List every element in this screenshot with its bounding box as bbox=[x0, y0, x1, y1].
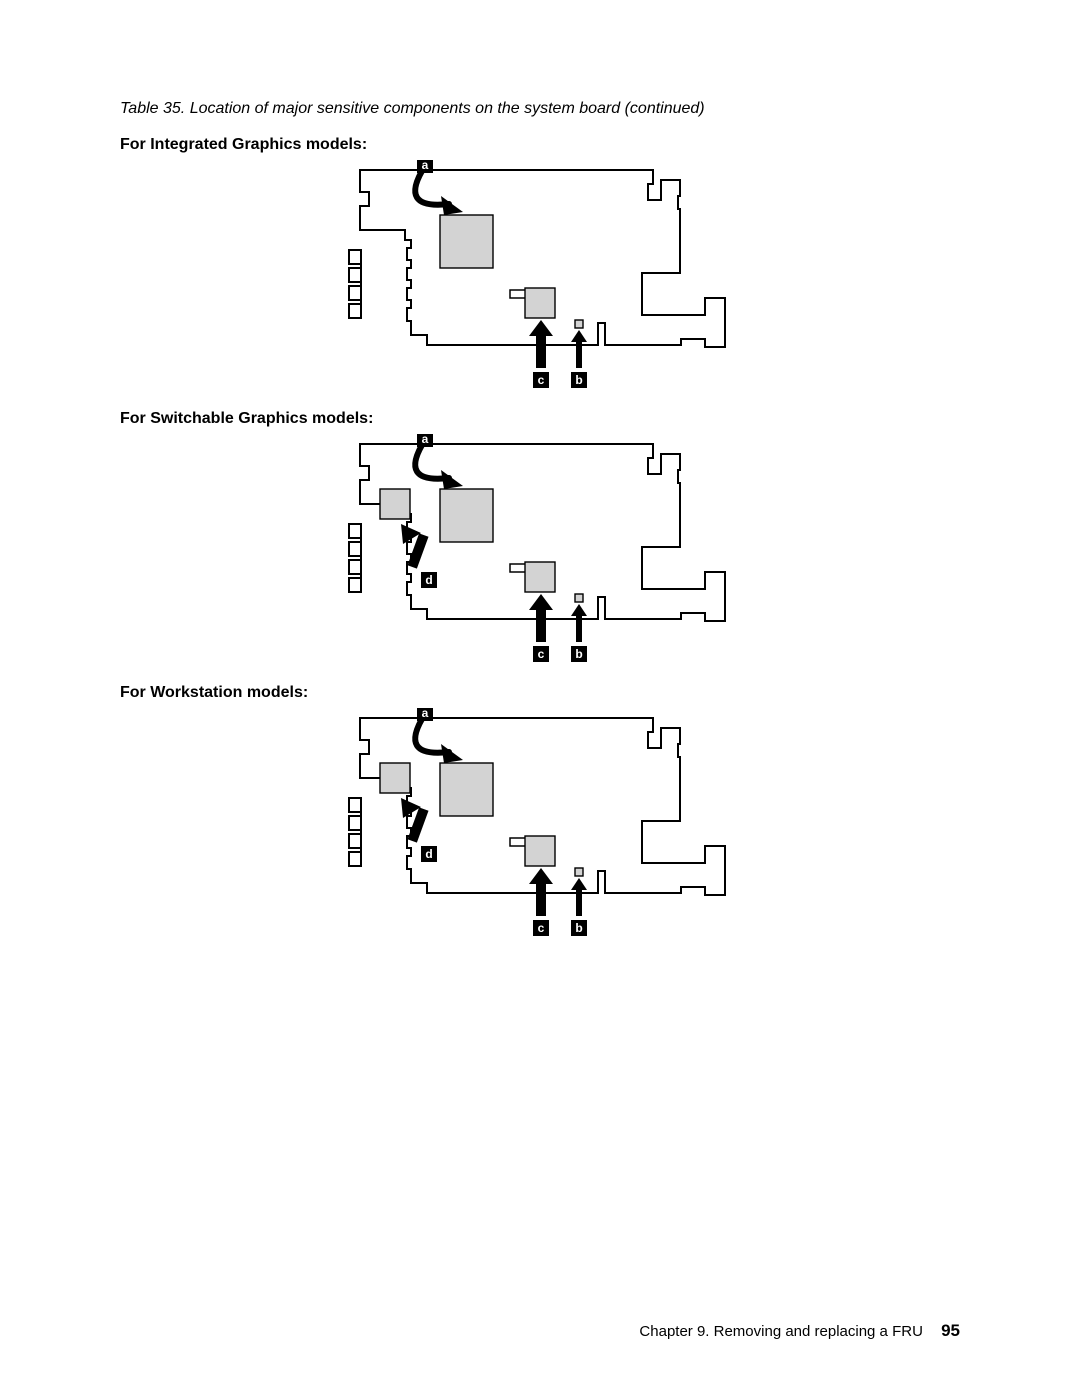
diagram-workstation: a d c b bbox=[345, 708, 735, 940]
callout-d: d bbox=[401, 798, 437, 862]
chip-a bbox=[440, 215, 493, 268]
chip-c bbox=[525, 562, 555, 592]
callout-a: a bbox=[415, 160, 463, 215]
callout-b: b bbox=[571, 604, 587, 662]
heading-switchable: For Switchable Graphics models: bbox=[120, 410, 960, 428]
page-footer: Chapter 9. Removing and replacing a FRU … bbox=[0, 1321, 960, 1341]
callout-c: c bbox=[529, 868, 553, 936]
svg-text:a: a bbox=[422, 160, 429, 172]
chip-d bbox=[380, 489, 410, 519]
callout-a: a bbox=[415, 708, 463, 763]
svg-text:b: b bbox=[575, 373, 582, 387]
callout-b: b bbox=[571, 878, 587, 936]
callout-b: b bbox=[571, 330, 587, 388]
heading-workstation: For Workstation models: bbox=[120, 684, 960, 702]
footer-chapter: Chapter 9. Removing and replacing a FRU bbox=[639, 1323, 922, 1340]
heading-integrated: For Integrated Graphics models: bbox=[120, 136, 960, 154]
chip-b bbox=[575, 868, 583, 876]
footer-page-number: 95 bbox=[941, 1321, 960, 1340]
svg-text:c: c bbox=[538, 647, 545, 661]
board-outline bbox=[349, 170, 725, 347]
diagram-switchable: a d c b bbox=[345, 434, 735, 666]
chip-c bbox=[525, 288, 555, 318]
svg-text:a: a bbox=[422, 434, 429, 446]
chip-a bbox=[440, 489, 493, 542]
chip-a bbox=[440, 763, 493, 816]
svg-text:d: d bbox=[425, 847, 432, 861]
svg-text:b: b bbox=[575, 647, 582, 661]
svg-text:d: d bbox=[425, 573, 432, 587]
callout-c: c bbox=[529, 320, 553, 388]
svg-text:a: a bbox=[422, 708, 429, 720]
callout-c: c bbox=[529, 594, 553, 662]
table-caption: Table 35. Location of major sensitive co… bbox=[120, 100, 960, 118]
diagram-integrated: a c b bbox=[345, 160, 735, 392]
svg-text:c: c bbox=[538, 921, 545, 935]
chip-c bbox=[525, 836, 555, 866]
chip-b bbox=[575, 594, 583, 602]
svg-text:c: c bbox=[538, 373, 545, 387]
chip-d bbox=[380, 763, 410, 793]
callout-d: d bbox=[401, 524, 437, 588]
callout-a: a bbox=[415, 434, 463, 489]
svg-text:b: b bbox=[575, 921, 582, 935]
chip-b bbox=[575, 320, 583, 328]
